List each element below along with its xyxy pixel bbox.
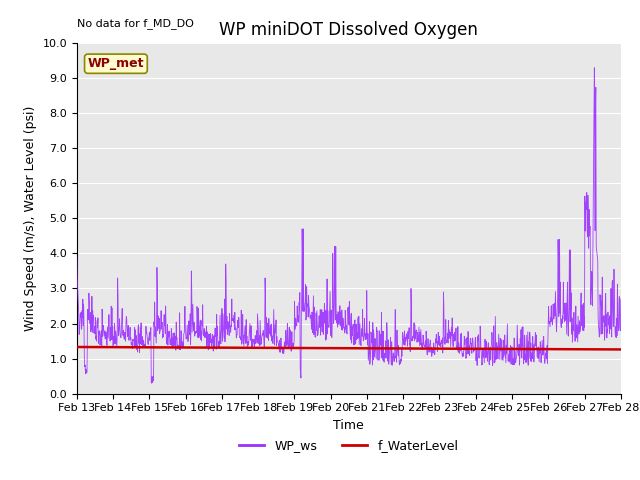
Text: WP_met: WP_met xyxy=(88,57,144,70)
X-axis label: Time: Time xyxy=(333,419,364,432)
Title: WP miniDOT Dissolved Oxygen: WP miniDOT Dissolved Oxygen xyxy=(220,21,478,39)
Legend: WP_ws, f_WaterLevel: WP_ws, f_WaterLevel xyxy=(234,434,463,457)
Y-axis label: Wind Speed (m/s), Water Level (psi): Wind Speed (m/s), Water Level (psi) xyxy=(24,106,37,331)
Text: No data for f_MD_DO: No data for f_MD_DO xyxy=(77,18,194,29)
